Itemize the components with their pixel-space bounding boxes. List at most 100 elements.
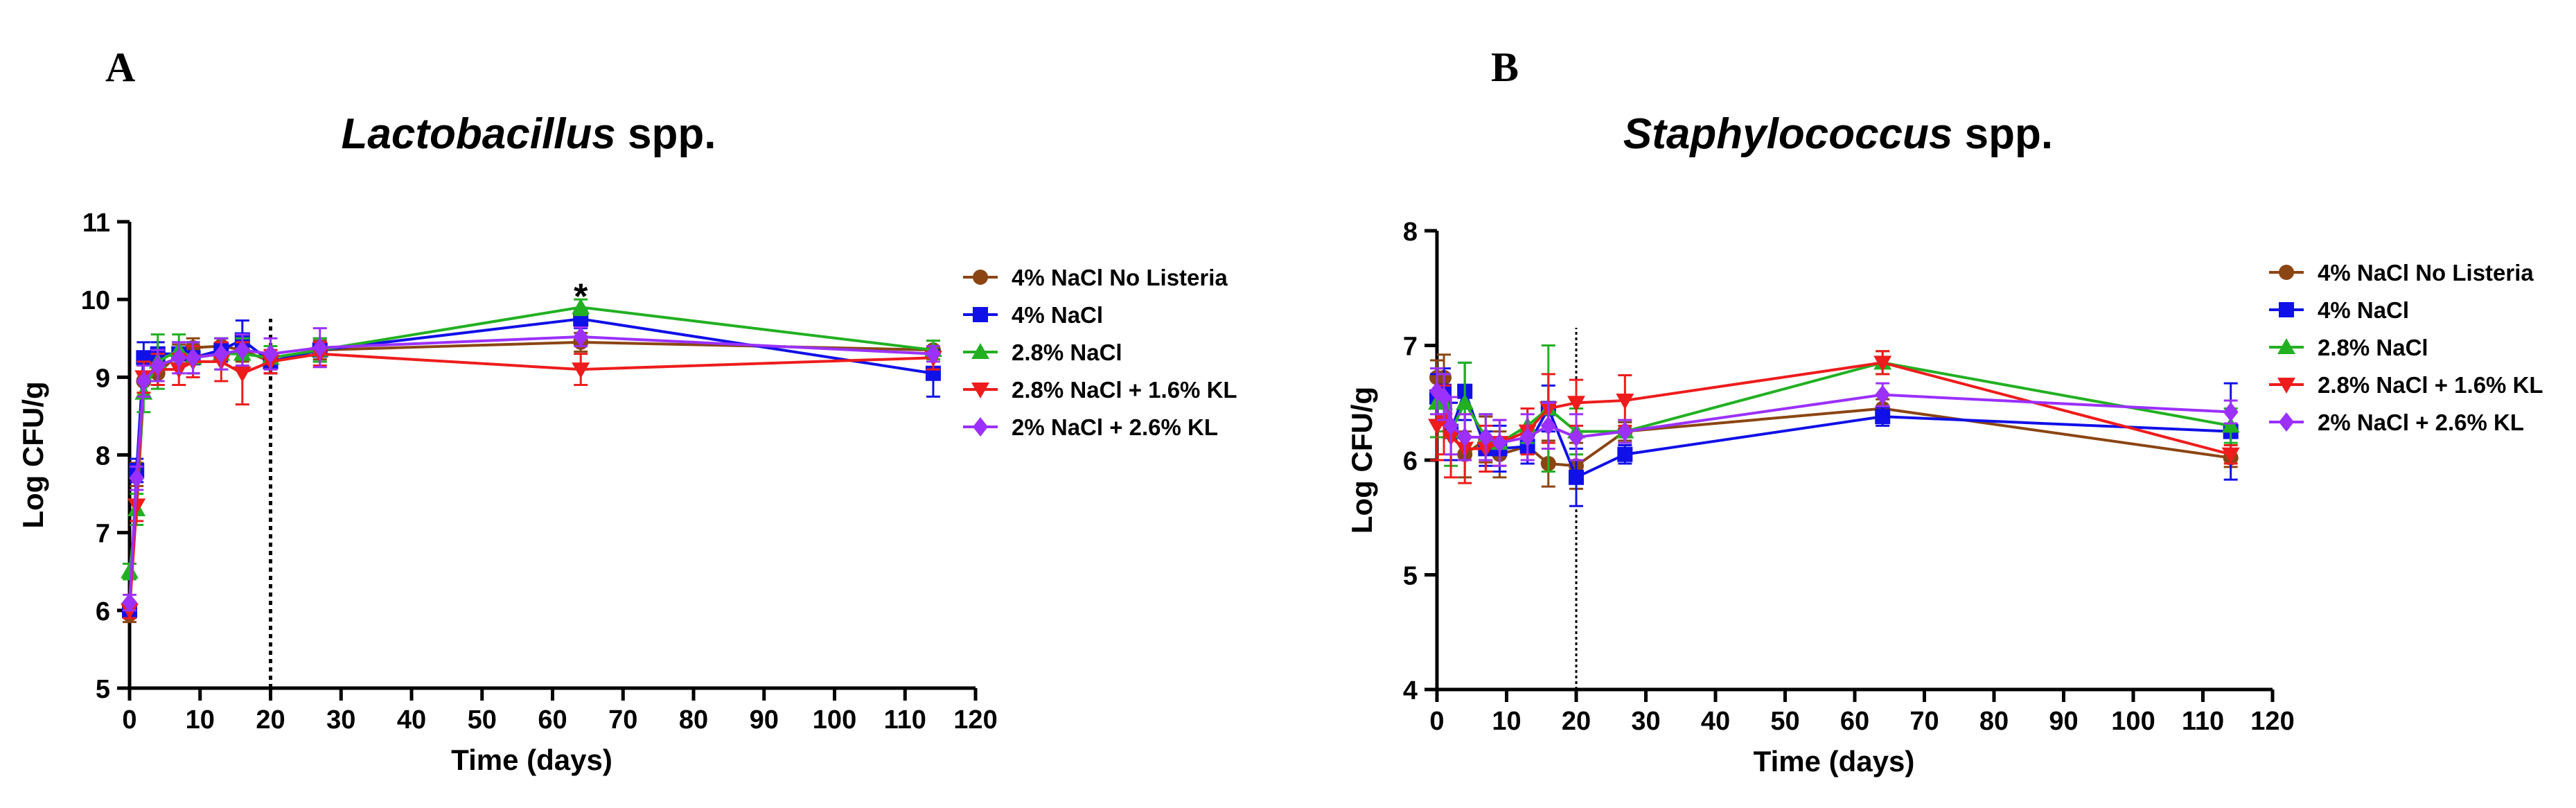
data-point — [1540, 416, 1556, 436]
x-tick-label: 20 — [1562, 707, 1591, 736]
series-4 — [122, 326, 941, 613]
x-tick-label: 100 — [813, 705, 856, 735]
data-point — [1617, 421, 1633, 441]
data-point — [1875, 409, 1891, 425]
x-tick-label: 20 — [256, 705, 285, 735]
data-point — [312, 337, 328, 358]
legend-marker — [971, 343, 989, 359]
data-point — [1875, 385, 1891, 405]
data-point — [233, 366, 252, 383]
legend-item: 2% NaCl + 2.6% KL — [963, 414, 1218, 440]
legend-marker — [971, 383, 989, 398]
data-point — [1492, 433, 1508, 453]
chart-title: Lactobacillus spp. — [342, 110, 716, 158]
data-point — [1569, 469, 1584, 485]
x-tick-label: 30 — [1631, 707, 1660, 736]
y-tick-label: 4 — [1403, 676, 1418, 705]
y-tick-label: 10 — [81, 286, 110, 315]
panel-letter: A — [105, 44, 135, 90]
legend-label: 4% NaCl No Listeria — [1012, 265, 1228, 290]
x-tick-label: 40 — [1701, 707, 1730, 736]
x-tick-label: 0 — [122, 705, 136, 735]
x-tick-label: 120 — [2250, 707, 2294, 736]
series-4 — [1429, 367, 2239, 467]
data-point — [2223, 402, 2239, 422]
data-point — [1456, 394, 1474, 410]
data-point — [263, 344, 279, 364]
y-tick-label: 5 — [96, 675, 110, 704]
legend-item: 2.8% NaCl — [2269, 335, 2428, 360]
x-tick-label: 120 — [953, 705, 997, 735]
chart-panel-A: A Lactobacillus spp. 0 10 20 30 40 50 60 70 80 90 10… — [17, 44, 1237, 776]
x-tick-label: 60 — [1840, 707, 1869, 736]
data-point — [121, 562, 139, 579]
legend-marker — [973, 270, 988, 285]
data-point — [1443, 416, 1459, 436]
data-point — [136, 371, 152, 391]
x-tick-label: 30 — [326, 705, 355, 735]
series-line — [1436, 390, 2231, 445]
chart-title-rest: spp. — [1952, 110, 2053, 158]
x-tick-label: 110 — [884, 705, 926, 735]
data-point — [1569, 427, 1584, 447]
legend-item: 4% NaCl — [963, 302, 1103, 328]
x-tick-label: 70 — [608, 705, 637, 735]
legend-label: 2% NaCl + 2.6% KL — [2318, 410, 2524, 435]
x-tick-label: 110 — [2182, 707, 2224, 736]
y-tick-label: 5 — [1403, 562, 1418, 591]
y-tick-label: 6 — [96, 597, 110, 626]
x-tick-label: 0 — [1429, 707, 1444, 736]
legend-marker — [973, 417, 988, 437]
x-tick-label: 80 — [679, 705, 708, 735]
data-point — [1617, 446, 1633, 462]
data-point — [122, 592, 137, 613]
series-line — [128, 340, 933, 615]
x-tick-label: 60 — [538, 705, 567, 735]
legend-label: 2% NaCl + 2.6% KL — [1012, 414, 1218, 440]
chart-title-rest: spp. — [616, 110, 716, 158]
legend-marker — [2279, 412, 2294, 432]
data-point — [1616, 393, 1634, 410]
data-point — [1519, 427, 1535, 447]
legend-label: 4% NaCl — [2318, 297, 2409, 323]
data-point — [925, 344, 941, 364]
y-tick-label: 8 — [1403, 218, 1418, 247]
legend-label: 2.8% NaCl + 1.6% KL — [1012, 377, 1237, 403]
data-point — [127, 498, 146, 515]
legend-item: 2% NaCl + 2.6% KL — [2269, 410, 2524, 435]
x-tick-label: 50 — [468, 705, 497, 735]
data-point — [185, 348, 201, 368]
x-axis-label: Time (days) — [1754, 745, 1915, 778]
data-point — [573, 327, 589, 347]
data-point — [1436, 387, 1452, 407]
x-tick-label: 10 — [186, 705, 215, 735]
legend-label: 4% NaCl No Listeria — [2318, 260, 2534, 286]
data-point — [1478, 427, 1494, 447]
chart-panel-B: B Staphylococcus spp. 0 10 20 30 40 50 60 70 80 90 1… — [1346, 44, 2543, 778]
x-axis-label: Time (days) — [451, 744, 612, 776]
chart-title-italic: Lactobacillus — [342, 110, 616, 158]
series-3 — [121, 341, 942, 620]
x-tick-label: 80 — [1979, 707, 2009, 736]
data-point — [572, 298, 590, 315]
x-tick-label: 10 — [1492, 707, 1521, 736]
legend-item: 4% NaCl No Listeria — [2269, 260, 2534, 286]
legend-marker — [2279, 302, 2294, 317]
legend-label: 2.8% NaCl — [2318, 335, 2428, 360]
y-tick-label: 7 — [1403, 333, 1418, 362]
data-point — [171, 348, 187, 368]
x-tick-label: 40 — [397, 705, 426, 735]
data-point — [150, 355, 166, 376]
y-tick-label: 8 — [96, 442, 110, 471]
data-point — [2221, 447, 2240, 464]
data-point — [1873, 355, 1892, 372]
data-point — [572, 362, 590, 379]
legend-marker — [2279, 265, 2294, 280]
legend-marker — [2277, 338, 2295, 354]
legend-item: 4% NaCl No Listeria — [963, 265, 1228, 290]
legend-label: 2.8% NaCl + 1.6% KL — [2318, 372, 2543, 398]
x-tick-label: 70 — [1909, 707, 1939, 736]
legend-label: 2.8% NaCl — [1012, 340, 1122, 365]
series-1 — [1429, 361, 2239, 507]
